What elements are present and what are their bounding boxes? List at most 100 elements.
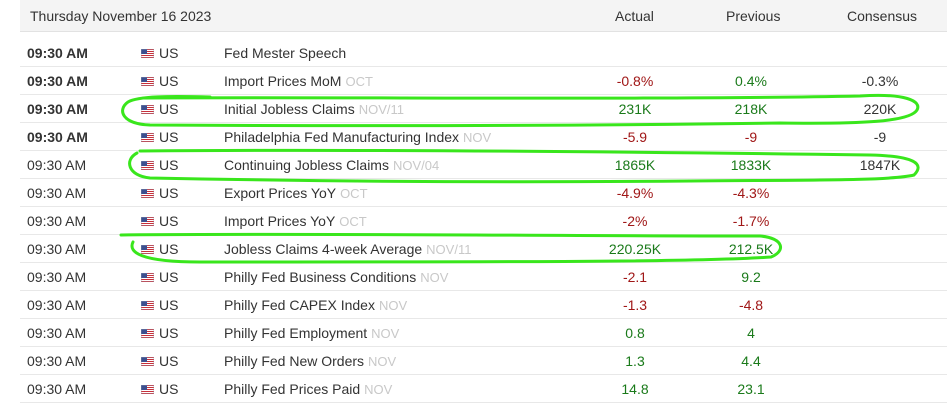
event-name-link[interactable]: Philly Fed CAPEX Index NOV [224, 297, 407, 313]
previous-value: -9 [744, 129, 758, 145]
event-reference-period: NOV [463, 130, 492, 145]
event-reference-period: OCT [345, 74, 373, 89]
event-time: 09:30 AM [27, 129, 88, 145]
event-reference-period: OCT [339, 214, 367, 229]
us-flag-icon [141, 133, 154, 142]
event-country: US [159, 269, 179, 285]
event-row-initial-jobless-claims[interactable]: 09:30 AM US Initial Jobless Claims NOV/11 23… [20, 95, 947, 123]
event-row-continuing-jobless-claims[interactable]: 09:30 AM US Continuing Jobless Claims NOV/0… [20, 151, 947, 179]
event-row-import-prices-yoy[interactable]: 09:30 AM US Import Prices YoY OCT -2% -1.7% [20, 207, 947, 235]
event-time: 09:30 AM [27, 157, 87, 173]
event-reference-period: NOV [368, 354, 397, 369]
consensus-value: 1847K [859, 157, 901, 173]
us-flag-icon [141, 189, 154, 198]
event-name: Philly Fed CAPEX Index [224, 297, 375, 313]
event-name-link[interactable]: Philly Fed Prices Paid NOV [224, 381, 392, 397]
event-reference-period: NOV/11 [426, 242, 472, 257]
us-flag-icon [141, 301, 154, 310]
event-reference-period: OCT [340, 186, 368, 201]
event-name: Philly Fed Employment [224, 325, 368, 341]
economic-calendar-table: Thursday November 16 2023 Actual Previou… [20, 0, 947, 403]
event-time: 09:30 AM [27, 241, 87, 257]
us-flag-icon [141, 105, 154, 114]
consensus-value: 220K [863, 101, 897, 117]
event-country: US [159, 381, 179, 397]
previous-value: 212.5K [728, 241, 774, 257]
event-row-philly-fed-employment[interactable]: 09:30 AM US Philly Fed Employment NOV 0.8 4 [20, 319, 947, 347]
previous-value: -4.3% [732, 185, 770, 201]
event-name-link[interactable]: Import Prices YoY OCT [224, 213, 367, 229]
event-name-link[interactable]: Continuing Jobless Claims NOV/04 [224, 157, 439, 173]
event-time: 09:30 AM [27, 353, 87, 369]
event-name: Import Prices YoY [224, 213, 336, 229]
us-flag-icon [141, 245, 154, 254]
actual-value: -0.8% [616, 73, 654, 89]
event-time: 09:30 AM [27, 381, 87, 397]
event-row-philly-fed-prices-paid[interactable]: 09:30 AM US Philly Fed Prices Paid NOV 14.8 2… [20, 375, 947, 403]
event-row-import-prices-mom[interactable]: 09:30 AM US Import Prices MoM OCT -0.8% 0.4% -… [20, 67, 947, 95]
us-flag-icon [141, 161, 154, 170]
event-name-link[interactable]: Import Prices MoM OCT [224, 73, 373, 89]
consensus-column-header: Consensus [847, 8, 918, 24]
event-country: US [159, 353, 179, 369]
previous-column-header: Previous [726, 8, 781, 24]
event-name-link[interactable]: Fed Mester Speech [224, 45, 346, 61]
consensus-value: -0.3% [861, 73, 899, 89]
event-name-link[interactable]: Philly Fed New Orders NOV [224, 353, 396, 369]
previous-value: 9.2 [741, 269, 761, 285]
event-row-philly-fed-business-conditions[interactable]: 09:30 AM US Philly Fed Business Conditions… [20, 263, 947, 291]
us-flag-icon [141, 273, 154, 282]
event-name: Philly Fed Business Conditions [224, 269, 417, 285]
event-country: US [159, 213, 179, 229]
event-time: 09:30 AM [27, 213, 87, 229]
event-name-link[interactable]: Philly Fed Employment NOV [224, 325, 399, 341]
actual-value: 220.25K [608, 241, 662, 257]
event-time: 09:30 AM [27, 101, 88, 117]
date-heading: Thursday November 16 2023 [30, 8, 212, 24]
actual-value: -2.1 [622, 269, 648, 285]
actual-value: 1.3 [625, 353, 645, 369]
us-flag-icon [141, 357, 154, 366]
us-flag-icon [141, 385, 154, 394]
previous-value: -1.7% [732, 213, 770, 229]
event-name-link[interactable]: Export Prices YoY OCT [224, 185, 368, 201]
event-name-link[interactable]: Initial Jobless Claims NOV/11 [224, 101, 404, 117]
event-name-link[interactable]: Jobless Claims 4-week Average NOV/11 [224, 241, 471, 257]
event-reference-period: NOV [371, 326, 400, 341]
event-reference-period: NOV/11 [358, 102, 404, 117]
previous-value: 4.4 [741, 353, 761, 369]
consensus-value: -9 [873, 129, 887, 145]
previous-value: 218K [734, 101, 768, 117]
previous-value: 1833K [730, 157, 772, 173]
event-reference-period: NOV/04 [392, 158, 440, 173]
previous-value: 23.1 [737, 381, 765, 397]
event-name: Import Prices MoM [224, 73, 342, 89]
event-country: US [159, 185, 179, 201]
us-flag-icon [141, 217, 154, 226]
actual-column-header: Actual [615, 8, 654, 24]
event-name: Jobless Claims 4-week Average [224, 241, 423, 257]
event-country: US [159, 73, 179, 89]
event-time: 09:30 AM [27, 325, 87, 341]
event-row-fed-mester-speech[interactable]: 09:30 AM US Fed Mester Speech [20, 39, 947, 67]
event-name: Initial Jobless Claims [224, 101, 355, 117]
us-flag-icon [141, 77, 154, 86]
us-flag-icon [141, 49, 154, 58]
event-row-export-prices-yoy[interactable]: 09:30 AM US Export Prices YoY OCT -4.9% -4.3% [20, 179, 947, 207]
event-row-philadelphia-fed-manufacturing-index[interactable]: 09:30 AM US Philadelphia Fed Manufacturing… [20, 123, 947, 151]
actual-value: -2% [622, 213, 648, 229]
previous-value: 0.4% [735, 73, 767, 89]
previous-value: -4.8 [738, 297, 764, 313]
event-row-philly-fed-capex-index[interactable]: 09:30 AM US Philly Fed CAPEX Index NOV -1.3 -… [20, 291, 947, 319]
event-time: 09:30 AM [27, 73, 88, 89]
event-name-link[interactable]: Philly Fed Business Conditions NOV [224, 269, 448, 285]
actual-value: -1.3 [622, 297, 648, 313]
calendar-header: Thursday November 16 2023 Actual Previou… [20, 0, 947, 32]
event-country: US [159, 45, 179, 61]
event-name-link[interactable]: Philadelphia Fed Manufacturing Index NOV [224, 129, 491, 145]
actual-value: 14.8 [621, 381, 649, 397]
actual-value: 231K [618, 101, 652, 117]
event-row-philly-fed-new-orders[interactable]: 09:30 AM US Philly Fed New Orders NOV 1.3 4.4 [20, 347, 947, 375]
event-row-jobless-claims-4-week-average[interactable]: 09:30 AM US Jobless Claims 4-week Average N… [20, 235, 947, 263]
actual-value: 0.8 [625, 325, 645, 341]
